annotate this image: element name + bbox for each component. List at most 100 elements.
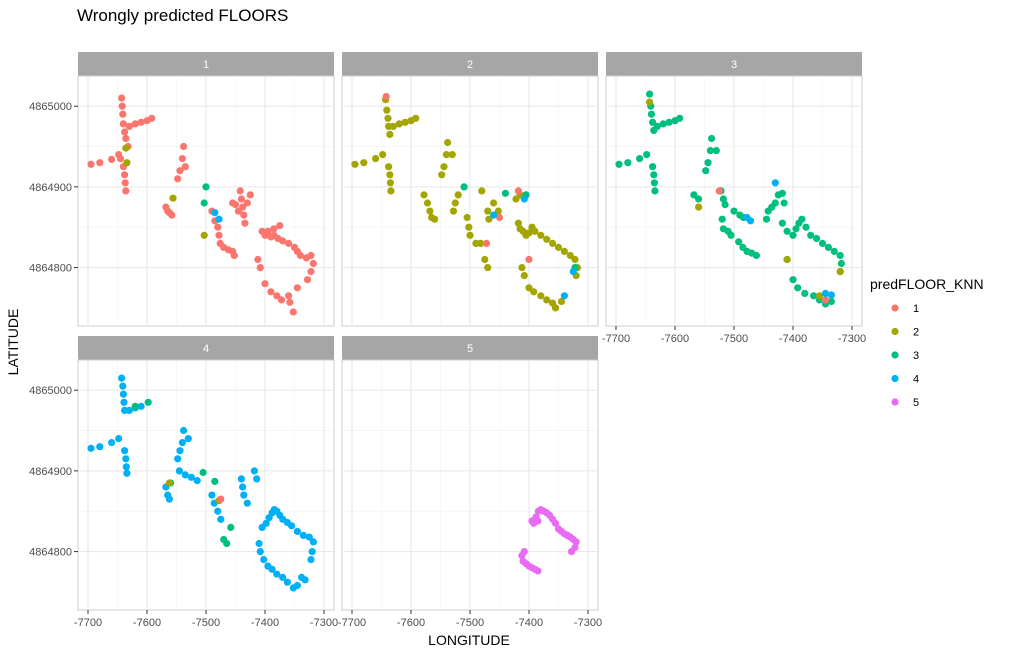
data-point xyxy=(824,243,833,251)
data-point xyxy=(537,231,545,239)
data-point xyxy=(223,539,231,548)
data-point xyxy=(484,264,492,272)
facet-panels: 1 4864800 4864900 4865000 2 3 -7700 -7600 -7500 -… xyxy=(29,52,866,629)
data-point xyxy=(309,538,317,546)
data-point xyxy=(305,533,313,541)
data-point xyxy=(624,159,632,167)
data-point xyxy=(530,288,538,296)
data-point xyxy=(762,215,771,223)
data-point xyxy=(420,191,428,199)
y-tick-label: 4864800 xyxy=(29,547,72,559)
legend-key-3 xyxy=(891,351,899,359)
data-point xyxy=(184,435,192,443)
data-point xyxy=(495,213,504,222)
data-point xyxy=(193,477,201,485)
x-tick-label: -7500 xyxy=(456,617,484,629)
data-point xyxy=(643,151,651,159)
y-tick-label: 4865000 xyxy=(29,385,72,397)
data-point xyxy=(176,167,184,175)
data-point xyxy=(465,223,473,231)
data-point xyxy=(175,467,183,475)
facet-strip xyxy=(78,52,334,76)
data-point xyxy=(807,231,815,239)
legend-title: predFLOOR_KNN xyxy=(870,276,984,292)
data-point xyxy=(115,151,123,159)
data-point xyxy=(268,565,276,573)
data-point xyxy=(746,217,755,225)
data-point xyxy=(482,239,491,247)
data-point xyxy=(119,120,127,128)
data-point xyxy=(351,160,359,168)
data-point xyxy=(780,199,788,207)
y-tick-label: 4864900 xyxy=(29,182,72,194)
data-point xyxy=(118,102,126,110)
data-point xyxy=(572,538,580,546)
data-point xyxy=(256,264,264,272)
data-point xyxy=(778,189,787,197)
data-point xyxy=(690,191,698,199)
data-point xyxy=(423,199,432,207)
data-point xyxy=(240,211,248,219)
data-point xyxy=(543,296,551,304)
data-point xyxy=(180,142,188,151)
data-point xyxy=(789,231,797,239)
data-point xyxy=(534,567,542,575)
data-point xyxy=(649,118,657,126)
data-point xyxy=(557,297,566,306)
data-point xyxy=(119,382,127,390)
data-point xyxy=(477,239,485,247)
data-point xyxy=(718,215,726,223)
facet-strip-label: 4 xyxy=(203,343,209,355)
data-point xyxy=(148,114,156,122)
data-point xyxy=(448,151,456,159)
data-point xyxy=(237,475,245,483)
data-point xyxy=(386,130,394,138)
data-point xyxy=(199,468,207,477)
data-point xyxy=(137,402,145,410)
data-point xyxy=(514,219,523,227)
data-point xyxy=(260,556,268,564)
facet-strip xyxy=(606,52,862,76)
data-point xyxy=(178,155,186,163)
data-point xyxy=(169,194,177,202)
facet-strip xyxy=(342,336,598,360)
data-point xyxy=(837,259,846,268)
y-tick-label: 4864800 xyxy=(29,263,72,275)
data-point xyxy=(836,251,844,260)
data-point xyxy=(299,531,307,540)
data-point xyxy=(256,548,264,556)
data-point xyxy=(96,443,104,451)
data-point xyxy=(237,195,245,203)
data-point xyxy=(168,211,176,219)
data-point xyxy=(241,219,249,227)
data-point xyxy=(379,151,387,159)
data-point xyxy=(264,227,272,235)
data-point xyxy=(827,291,836,299)
data-point xyxy=(307,556,315,564)
data-point xyxy=(180,426,188,435)
data-point xyxy=(121,128,129,136)
data-point xyxy=(253,475,261,483)
data-point xyxy=(569,268,577,276)
data-point xyxy=(783,227,791,235)
data-point xyxy=(279,237,287,245)
data-point xyxy=(277,296,286,304)
data-point xyxy=(412,114,420,122)
data-point xyxy=(551,519,560,527)
data-point xyxy=(200,231,208,239)
data-point xyxy=(227,523,235,532)
data-point xyxy=(87,444,95,452)
data-point xyxy=(431,215,439,223)
data-point xyxy=(485,215,493,223)
data-point xyxy=(525,284,533,292)
data-point xyxy=(543,235,551,243)
data-point xyxy=(571,255,579,264)
data-point xyxy=(96,159,104,167)
data-point xyxy=(276,222,284,230)
data-point xyxy=(236,187,244,195)
data-point xyxy=(827,297,836,306)
data-point xyxy=(801,289,809,297)
data-point xyxy=(243,199,251,207)
data-point xyxy=(444,138,452,147)
data-point xyxy=(494,207,502,215)
